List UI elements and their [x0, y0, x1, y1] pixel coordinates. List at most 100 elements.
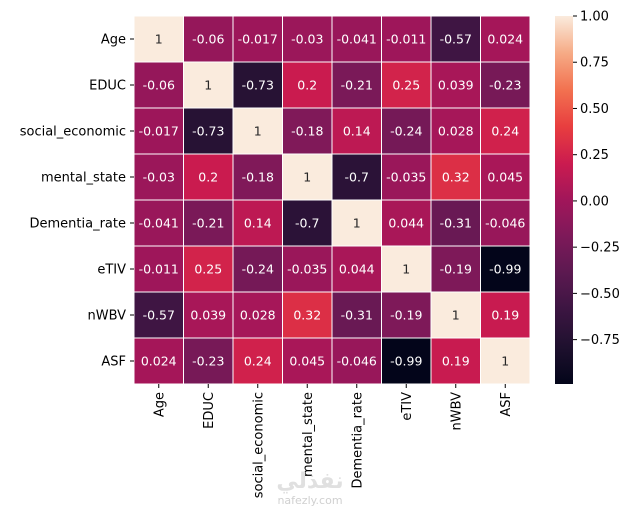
- cell-annotation: 0.039: [438, 78, 474, 93]
- heatmap-cell: [282, 199, 333, 247]
- heatmap-cell: [232, 291, 283, 339]
- x-tick-label: Dementia_rate: [350, 392, 365, 489]
- colorbar-tick-label: −0.25: [580, 241, 620, 256]
- colorbar-tick-label: 0.50: [580, 102, 609, 117]
- cell-annotation: -0.035: [287, 262, 327, 277]
- heatmap-cell: [381, 291, 432, 339]
- cell-annotation: 0.024: [487, 32, 523, 47]
- cell-annotation: 0.32: [293, 308, 321, 323]
- cell-annotation: 0.14: [343, 124, 371, 139]
- cell-annotation: -0.99: [489, 262, 521, 277]
- colorbar-tick-label: 1.00: [580, 10, 609, 25]
- cell-annotation: -0.011: [386, 32, 426, 47]
- cell-annotation: 1: [155, 32, 163, 47]
- cell-annotation: -0.23: [192, 354, 224, 369]
- x-tick-label: Age: [152, 392, 167, 417]
- x-axis: Age EDUC social_economic mental_state Dement…: [152, 384, 514, 498]
- cell-annotation: -0.046: [337, 354, 377, 369]
- heatmap-cell: [381, 15, 432, 63]
- colorbar-gradient: [555, 16, 573, 384]
- cell-annotation: -0.06: [192, 32, 224, 47]
- cell-annotation: 0.32: [442, 170, 470, 185]
- heatmap-cell: [331, 153, 382, 201]
- heatmap-cell: [480, 61, 531, 109]
- cell-annotation: 0.25: [392, 78, 420, 93]
- cell-annotation: 0.2: [297, 78, 317, 93]
- cell-annotation: 0.24: [491, 124, 519, 139]
- heatmap-cell: [232, 245, 283, 293]
- cell-annotation: -0.99: [390, 354, 422, 369]
- cell-annotation: 0.044: [339, 262, 375, 277]
- cell-annotation: 1: [353, 216, 361, 231]
- heatmap-cell: [430, 153, 481, 201]
- cell-annotation: 0.19: [491, 308, 519, 323]
- heatmap-cell: [232, 153, 283, 201]
- heatmap-cell: [480, 199, 531, 247]
- x-tick-label: eTIV: [400, 392, 415, 421]
- heatmap-cells: [133, 15, 531, 385]
- y-tick-label: ASF: [101, 355, 126, 370]
- heatmap-cell: [430, 245, 481, 293]
- heatmap-cell: [430, 291, 481, 339]
- cell-annotation: -0.24: [242, 262, 274, 277]
- heatmap-cell: [381, 245, 432, 293]
- heatmap-cell: [183, 291, 234, 339]
- cell-annotation: -0.73: [192, 124, 224, 139]
- heatmap-cell: [480, 245, 531, 293]
- colorbar-tick-label: 0.75: [580, 56, 609, 71]
- cell-annotation: -0.21: [341, 78, 373, 93]
- heatmap-cell: [133, 291, 184, 339]
- cell-annotation: -0.18: [291, 124, 323, 139]
- heatmap-cell: [430, 199, 481, 247]
- heatmap-cell: [480, 15, 531, 63]
- cell-annotation: -0.7: [295, 216, 319, 231]
- cell-annotation: -0.18: [242, 170, 274, 185]
- cell-annotation: -0.31: [440, 216, 472, 231]
- x-tick-label: EDUC: [202, 392, 217, 429]
- colorbar: 1.00 0.75 0.50 0.25 0.00 −0.25 −0.50 −0.75: [555, 10, 620, 384]
- watermark-arabic: نفذلي: [276, 469, 344, 494]
- heatmap-cell: [282, 107, 333, 155]
- cell-annotation: 1: [204, 78, 212, 93]
- heatmap-cell: [381, 61, 432, 109]
- heatmap-cell: [381, 107, 432, 155]
- cell-annotation: 0.14: [244, 216, 272, 231]
- x-tick-label: nWBV: [449, 392, 464, 431]
- x-tick-label: mental_state: [301, 392, 316, 477]
- cell-annotation: 1: [402, 262, 410, 277]
- heatmap-cell: [331, 199, 382, 247]
- cell-annotation: -0.19: [390, 308, 422, 323]
- heatmap-cell: [480, 107, 531, 155]
- heatmap-cell: [282, 153, 333, 201]
- cell-annotation: 1: [501, 354, 509, 369]
- heatmap-cell: [232, 15, 283, 63]
- cell-annotation: 0.19: [442, 354, 470, 369]
- cell-annotation: -0.035: [386, 170, 426, 185]
- heatmap-cell: [331, 291, 382, 339]
- cell-annotation: -0.03: [291, 32, 323, 47]
- cell-annotation: -0.7: [345, 170, 369, 185]
- x-tick-label: ASF: [499, 392, 514, 417]
- cell-annotation: 0.045: [289, 354, 325, 369]
- heatmap-cell: [183, 245, 234, 293]
- heatmap-cell: [232, 337, 283, 385]
- cell-annotation: -0.19: [440, 262, 472, 277]
- cell-annotation: -0.017: [139, 124, 179, 139]
- cell-annotation: -0.57: [143, 308, 175, 323]
- cell-annotation: 0.044: [388, 216, 424, 231]
- cell-annotation: 0.24: [244, 354, 272, 369]
- cell-annotation: -0.21: [192, 216, 224, 231]
- cell-annotation: -0.041: [337, 32, 377, 47]
- colorbar-tick-label: −0.50: [580, 287, 620, 302]
- y-tick-label: mental_state: [41, 171, 126, 186]
- cell-annotation: -0.24: [390, 124, 422, 139]
- y-tick-label: social_economic: [20, 125, 126, 140]
- y-tick-label: Dementia_rate: [30, 217, 127, 232]
- cell-annotation: 0.028: [240, 308, 276, 323]
- cell-annotation: -0.041: [139, 216, 179, 231]
- cell-annotation: -0.011: [139, 262, 179, 277]
- x-tick-label: social_economic: [251, 392, 266, 498]
- heatmap-cell: [331, 337, 382, 385]
- colorbar-tick-label: −0.75: [580, 333, 620, 348]
